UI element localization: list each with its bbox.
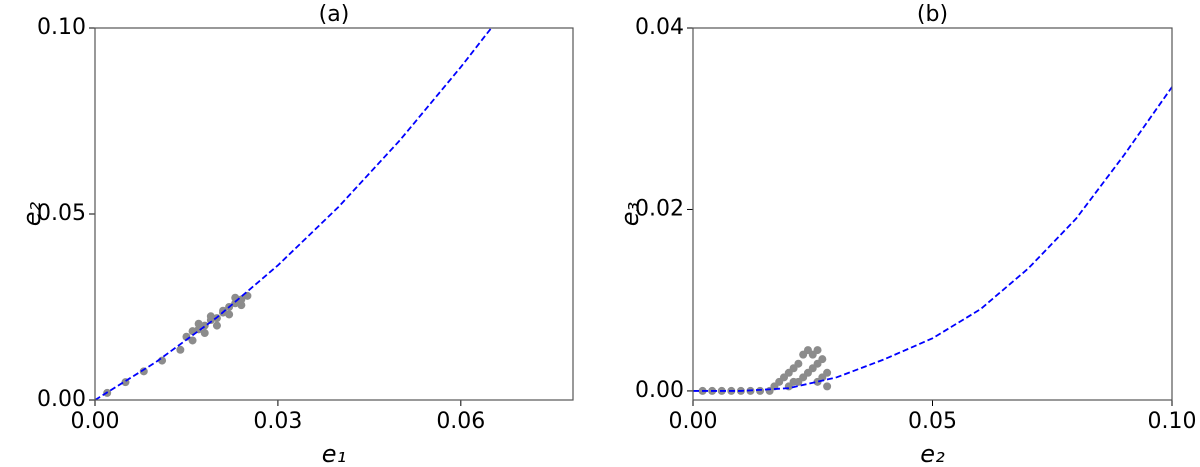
x-tick-label: 0.00 [669,409,718,434]
scatter-point [823,382,832,391]
y-tick-label: 0.05 [37,201,86,226]
scatter-point [237,295,246,304]
scatter-point [794,359,803,368]
scatter-point [200,329,209,338]
x-tick-label: 0.00 [71,409,120,434]
y-axis-label: e₃ [616,202,644,226]
scatter-point [756,386,765,395]
scatter-point [813,346,822,355]
x-tick-label: 0.03 [253,409,302,434]
axes-frame [692,27,1173,401]
scatter-point [206,312,215,321]
dashed-line [693,86,1172,392]
y-tick-label: 0.10 [37,15,86,40]
x-tick-label: 0.10 [1148,409,1197,434]
axes-frame [94,27,574,401]
scatter-point [225,310,234,319]
scatter-point [188,336,197,345]
scatter-point [818,373,827,382]
x-axis-label: e₁ [322,440,346,467]
y-tick-label: 0.02 [635,196,684,221]
scatter-point [176,345,185,354]
plot-area [693,86,1172,395]
scatter-point [799,373,808,382]
plot-area [95,28,493,400]
scatter-point [813,359,822,368]
scatter-point [212,321,221,330]
subplot-title: (b) [917,2,948,27]
x-axis-label: e₂ [920,440,945,467]
y-axis-label: e₂ [18,201,46,226]
y-tick-label: 0.00 [635,378,684,403]
scatter-point [231,299,240,308]
subplot-title: (a) [319,2,350,27]
scatter-point [789,377,798,386]
dashed-line [95,28,493,400]
y-tick-label: 0.00 [37,387,86,412]
subplot: 0.00 0.03 0.06 0.00 0.05 0.10 (a) e₁ e₂ [18,2,574,467]
scatter-point [237,301,246,310]
x-tick-label: 0.06 [436,409,485,434]
subplot: 0.00 0.05 0.10 0.00 0.02 0.04 (b) e₂ e₃ [616,2,1196,467]
scatter-point [194,319,203,328]
x-tick-label: 0.05 [908,409,957,434]
y-tick-label: 0.04 [635,15,684,40]
